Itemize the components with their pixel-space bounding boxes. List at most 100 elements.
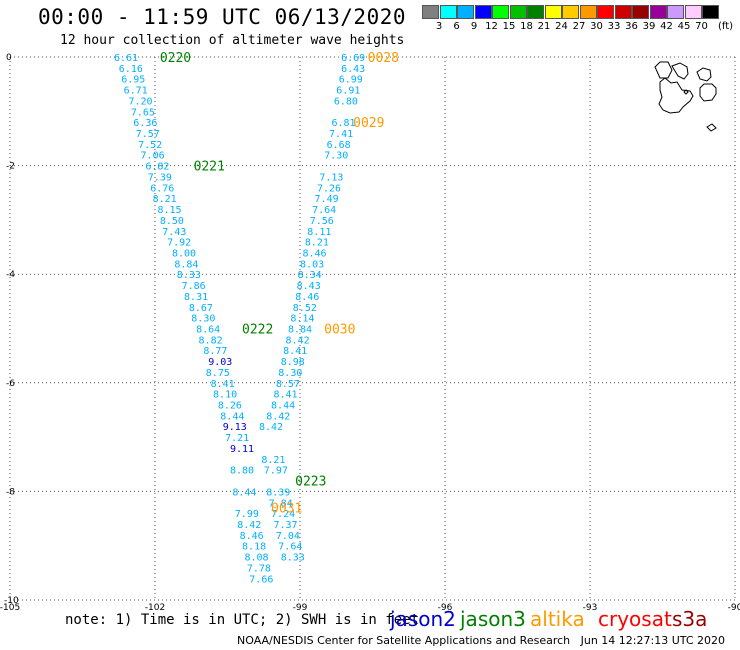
swh-value: 7.66 xyxy=(249,574,273,585)
swh-value: 6.95 xyxy=(121,75,145,86)
swh-value: 8.43 xyxy=(297,281,321,292)
swh-value: 8.41 xyxy=(283,346,307,357)
swh-value: 8.21 xyxy=(153,194,177,205)
swh-value: 6.69 xyxy=(341,53,365,64)
y-tick-label: -8 xyxy=(6,487,15,497)
swh-value: 8.46 xyxy=(295,292,319,303)
swh-value: 7.64 xyxy=(312,205,336,216)
swh-value: 8.44 xyxy=(232,487,256,498)
y-tick-label: -4 xyxy=(6,270,15,280)
swh-value: 8.31 xyxy=(184,292,208,303)
swh-value: 7.13 xyxy=(319,172,343,183)
legend-label: 15 xyxy=(502,21,516,32)
pass-time-label: 0221 xyxy=(194,160,225,175)
pass-time-label: 0222 xyxy=(242,323,273,338)
y-tick-label: -6 xyxy=(6,379,15,389)
legend-label: 39 xyxy=(642,21,656,32)
y-tick-label: -10 xyxy=(4,596,19,606)
pass-time-label: 0028 xyxy=(368,51,399,66)
swh-value: 7.37 xyxy=(273,520,297,531)
x-tick-label: -93 xyxy=(583,603,598,613)
satellite-jason3: jason3 xyxy=(460,607,526,631)
legend-swatch xyxy=(509,5,527,19)
swh-value: 8.08 xyxy=(244,553,268,564)
swh-value: 9.11 xyxy=(230,444,254,455)
legend-swatch xyxy=(702,5,719,19)
swh-value: 8.41 xyxy=(273,390,297,401)
swh-value: 8.82 xyxy=(199,335,223,346)
swh-value: 7.30 xyxy=(324,151,348,162)
swh-value: 8.00 xyxy=(172,248,196,259)
legend-swatch xyxy=(684,5,702,19)
swh-value: 7.06 xyxy=(141,151,165,162)
legend-label: 27 xyxy=(572,21,586,32)
swh-value: 7.99 xyxy=(235,509,259,520)
pass-time-label: 0031 xyxy=(271,502,302,517)
swh-value: 8.41 xyxy=(211,379,235,390)
legend-swatch xyxy=(632,5,649,19)
swh-value: 8.46 xyxy=(240,531,264,542)
swh-value: 8.84 xyxy=(288,325,312,336)
swh-value: 6.80 xyxy=(334,96,358,107)
swh-value: 7.56 xyxy=(310,216,334,227)
satellite-cryosat: cryosat xyxy=(598,607,672,631)
swh-value: 7.52 xyxy=(138,140,162,151)
swh-value: 8.57 xyxy=(276,379,300,390)
swh-value: 7.21 xyxy=(225,433,249,444)
legend-label: 6 xyxy=(453,21,460,32)
legend-label: 9 xyxy=(470,21,478,32)
swh-value: 9.13 xyxy=(223,422,247,433)
swh-value: 7.41 xyxy=(329,129,353,140)
axis-ticks: -105 -102 -99 -96 -93 -90 0 -2 -4 -6 -8 -10 xyxy=(0,53,740,613)
legend-label: 30 xyxy=(590,21,603,32)
legend-label: 24 xyxy=(555,21,568,32)
swh-value: 7.86 xyxy=(182,281,206,292)
x-tick-label: -96 xyxy=(438,603,453,613)
swh-value: 8.42 xyxy=(259,422,283,433)
swh-value: 8.84 xyxy=(174,259,198,270)
swh-value: 8.21 xyxy=(261,455,285,466)
swh-value: 8.64 xyxy=(196,325,220,336)
swh-value: 6.99 xyxy=(339,75,363,86)
swh-value: 7.92 xyxy=(167,238,191,249)
legend-swatch xyxy=(527,5,544,19)
x-tick-label: -99 xyxy=(293,603,308,613)
legend-swatch xyxy=(492,5,509,19)
y-tick-label: 0 xyxy=(6,53,12,63)
swh-value: 8.80 xyxy=(230,466,254,477)
swh-value: 6.16 xyxy=(119,64,143,75)
swh-value: 6.81 xyxy=(331,118,355,129)
swh-value: 8.42 xyxy=(237,520,261,531)
swh-value: 8.67 xyxy=(189,303,213,314)
grid-lines xyxy=(9,56,736,601)
swh-value: 8.44 xyxy=(271,401,295,412)
swh-value: 7.84 xyxy=(269,498,293,509)
swh-value: 7.39 xyxy=(148,172,172,183)
legend-swatch xyxy=(579,5,597,19)
legend-swatch xyxy=(439,5,457,19)
swh-value: 8.34 xyxy=(298,270,322,281)
swh-value: 7.26 xyxy=(317,183,341,194)
swh-value: 7.97 xyxy=(264,466,288,477)
swh-value: 8.44 xyxy=(220,411,244,422)
swh-value: 6.36 xyxy=(133,118,157,129)
swh-value: 6.71 xyxy=(124,86,148,97)
swh-value: 8.52 xyxy=(293,303,317,314)
legend-swatch xyxy=(597,5,614,19)
swh-value: 8.75 xyxy=(206,368,230,379)
map-subtitle: 12 hour collection of altimeter wave hei… xyxy=(60,33,405,48)
swh-value: 8.42 xyxy=(266,411,290,422)
swh-value: 7.64 xyxy=(278,542,302,553)
galapagos-islands-outline xyxy=(654,61,717,132)
swh-value: 8.39 xyxy=(266,487,290,498)
swh-value: 8.14 xyxy=(290,314,314,325)
legend-label: 12 xyxy=(485,21,498,32)
legend-unit: (ft) xyxy=(717,21,734,32)
swh-value: 8.77 xyxy=(203,346,227,357)
swh-value: 8.26 xyxy=(218,401,242,412)
swh-value: 8.21 xyxy=(305,238,329,249)
swh-value: 8.30 xyxy=(278,368,302,379)
y-tick-label: -2 xyxy=(6,162,15,172)
legend-swatch xyxy=(474,5,492,19)
swh-value: 8.15 xyxy=(157,205,181,216)
